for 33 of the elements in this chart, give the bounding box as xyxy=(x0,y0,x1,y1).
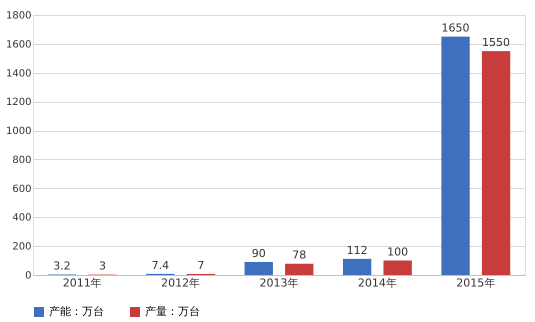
data-label: 1650 xyxy=(442,22,470,35)
data-label: 112 xyxy=(346,244,368,257)
y-tick-label: 1600 xyxy=(6,39,32,50)
x-tick-label: 2015年 xyxy=(456,276,496,290)
data-label: 1550 xyxy=(482,36,510,50)
y-tick-label: 1400 xyxy=(6,68,32,80)
y-tick-label: 800 xyxy=(12,154,32,166)
bar xyxy=(244,262,273,275)
y-tick-label: 200 xyxy=(12,242,32,253)
y-tick-label: 400 xyxy=(12,212,32,224)
data-label: 100 xyxy=(387,246,408,259)
data-label: 7.4 xyxy=(152,258,170,272)
data-label: 90 xyxy=(252,247,266,260)
bar xyxy=(383,260,412,275)
x-tick-label: 2012年 xyxy=(161,276,200,290)
x-tick-label: 2013年 xyxy=(260,276,298,290)
x-tick-label: 2014年 xyxy=(358,276,397,290)
data-label: 3.2 xyxy=(53,260,71,273)
y-tick-label: 0 xyxy=(25,270,32,282)
data-label: 78 xyxy=(292,248,306,262)
y-tick-label: 1000 xyxy=(6,126,32,138)
x-tick-label: 2011年 xyxy=(62,276,102,290)
bar xyxy=(441,36,470,275)
legend-label: 产能：万台 xyxy=(49,305,104,318)
bar xyxy=(342,258,372,275)
data-label: 7 xyxy=(197,258,204,272)
y-tick-label: 600 xyxy=(12,184,32,195)
bar xyxy=(285,264,314,275)
y-tick-label: 1200 xyxy=(6,97,32,108)
legend-label: 产量：万台 xyxy=(145,305,200,318)
bar xyxy=(482,51,510,275)
y-tick-label: 1800 xyxy=(6,10,32,22)
data-label: 3 xyxy=(98,260,106,273)
